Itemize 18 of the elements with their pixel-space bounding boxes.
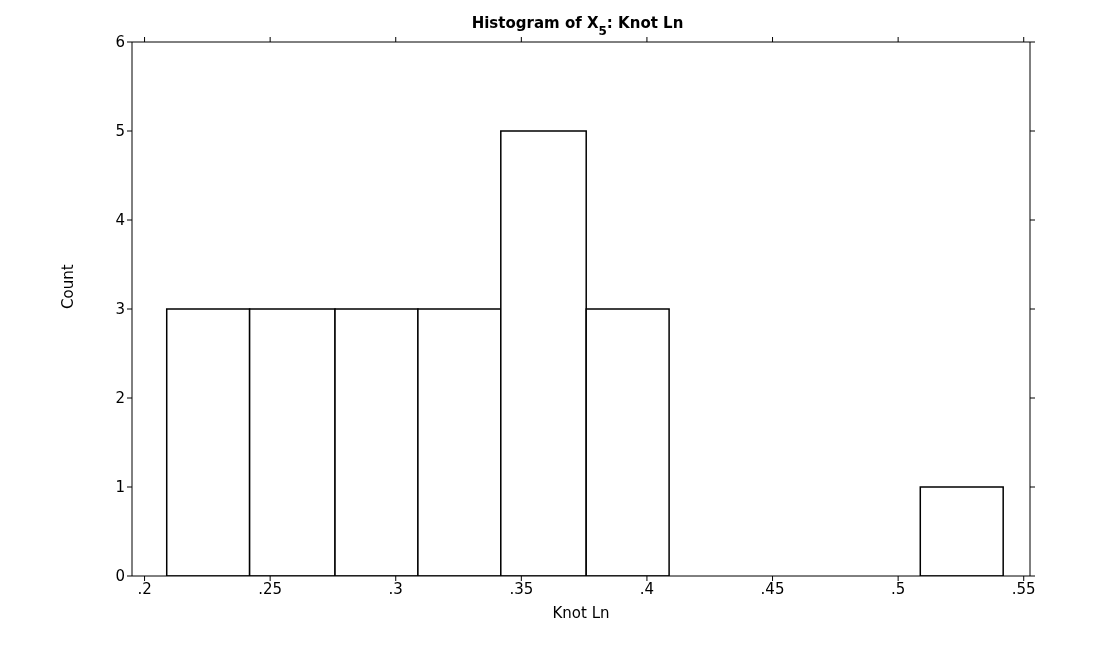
- y-tick-label: 6: [115, 33, 125, 52]
- x-tick-label: .4: [639, 579, 655, 598]
- x-tick-label: .5: [890, 579, 906, 598]
- y-tick-label: 0: [115, 567, 125, 586]
- x-axis-title: Knot Ln: [552, 604, 610, 622]
- chart-title: Histogram of X$_{5}$: Knot Ln: [471, 14, 684, 38]
- y-tick-label: 1: [115, 478, 125, 497]
- y-tick-label: 4: [115, 211, 125, 230]
- x-tick-label: .3: [388, 579, 403, 598]
- x-tick-label: .25: [258, 579, 283, 598]
- y-tick-label: 5: [115, 122, 125, 141]
- x-tick-label: .55: [1011, 579, 1036, 598]
- y-tick-label: 2: [115, 389, 125, 408]
- x-tick-label: .2: [137, 579, 152, 598]
- x-tick-label: .35: [509, 579, 534, 598]
- y-axis-title: Count: [59, 264, 78, 309]
- x-tick-label: .45: [760, 579, 785, 598]
- y-tick-label: 3: [115, 300, 125, 319]
